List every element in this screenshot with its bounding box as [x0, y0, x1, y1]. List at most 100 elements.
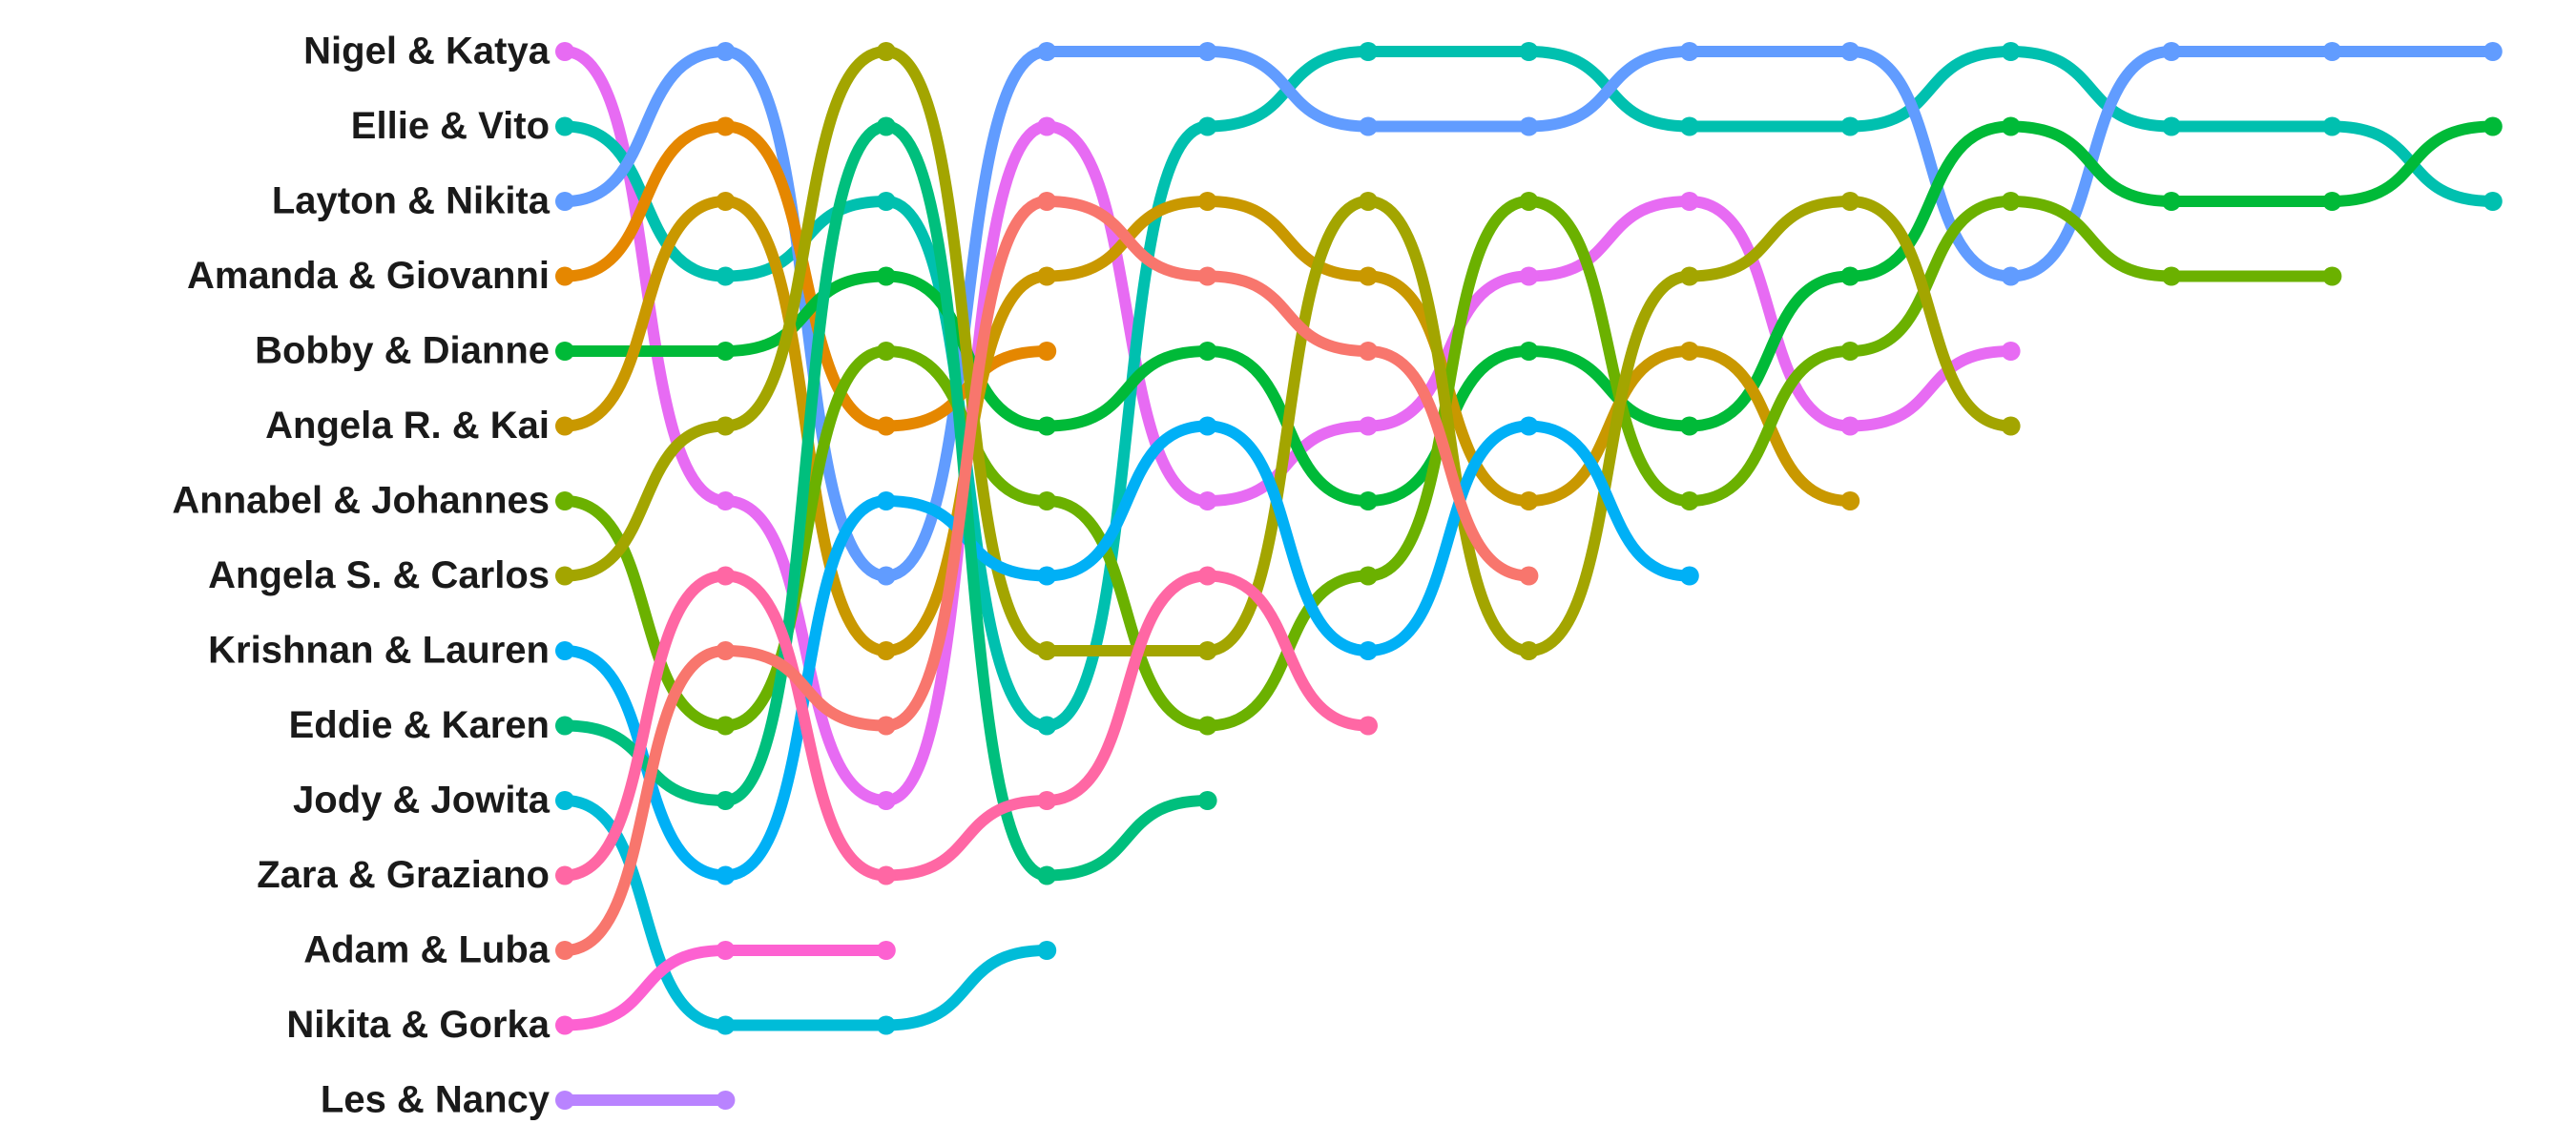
- series-label: Les & Nancy: [321, 1079, 551, 1121]
- rank-dot: [876, 865, 896, 885]
- rank-dot: [555, 566, 574, 586]
- rank-dot: [2162, 42, 2181, 61]
- rank-dot: [1679, 266, 1699, 286]
- rank-dot: [1037, 641, 1057, 660]
- rank-dot: [1679, 192, 1699, 211]
- rank-dot: [1519, 342, 1539, 361]
- rank-dot: [1037, 42, 1057, 61]
- rank-line: [559, 45, 2499, 582]
- rank-dot: [1197, 192, 1217, 211]
- rank-dot: [2001, 42, 2021, 61]
- rank-dot: [555, 266, 574, 286]
- rank-dot: [2001, 416, 2021, 436]
- rank-dot: [1037, 342, 1057, 361]
- rank-dot: [876, 1015, 896, 1035]
- rank-dot: [1840, 342, 1860, 361]
- rank-dot: [1840, 42, 1860, 61]
- rank-dot: [1037, 941, 1057, 960]
- rank-dot: [1197, 116, 1217, 136]
- rank-dot: [1037, 116, 1057, 136]
- rank-dot: [1359, 266, 1378, 286]
- series-label: Krishnan & Lauren: [208, 630, 550, 672]
- series-label: Zara & Graziano: [257, 854, 550, 896]
- rank-dot: [1197, 342, 1217, 361]
- rank-dot: [876, 342, 896, 361]
- rank-dot: [716, 941, 736, 960]
- rank-dot: [876, 192, 896, 211]
- rank-dot: [1037, 566, 1057, 586]
- rank-line: [559, 120, 2499, 508]
- rank-dot: [2001, 266, 2021, 286]
- rank-dot: [716, 1015, 736, 1035]
- rank-dot: [1359, 342, 1378, 361]
- rank-line: [559, 420, 1695, 882]
- rank-dot: [1037, 491, 1057, 510]
- rank-dot: [1679, 116, 1699, 136]
- rank-dot: [2483, 116, 2503, 136]
- rank-dot: [716, 491, 736, 510]
- rank-dot: [2001, 116, 2021, 136]
- rank-dot: [716, 1091, 736, 1110]
- series-label: Adam & Luba: [303, 929, 551, 971]
- rank-dot: [1197, 491, 1217, 510]
- rank-dot: [1519, 491, 1539, 510]
- rank-dot: [555, 641, 574, 660]
- rank-dot: [876, 641, 896, 660]
- rank-line: [559, 195, 2338, 732]
- rank-dot: [555, 716, 574, 736]
- rank-dot: [1359, 42, 1378, 61]
- rank-dot: [1519, 266, 1539, 286]
- rank-dot: [1679, 42, 1699, 61]
- rank-dot: [1840, 116, 1860, 136]
- rank-dot: [716, 42, 736, 61]
- series-label: Ellie & Vito: [351, 105, 550, 147]
- rank-line: [559, 945, 892, 1031]
- rank-dot: [1519, 641, 1539, 660]
- rank-dot: [1037, 791, 1057, 810]
- rank-dot: [1037, 266, 1057, 286]
- rank-line: [559, 46, 2017, 807]
- rank-dot: [1197, 416, 1217, 436]
- series-label: Jody & Jowita: [293, 780, 551, 822]
- rank-dot: [2322, 192, 2342, 211]
- rank-dot: [1840, 192, 1860, 211]
- rank-dot: [716, 192, 736, 211]
- rank-dot: [716, 266, 736, 286]
- rank-dot: [2001, 342, 2021, 361]
- rank-dot: [1197, 566, 1217, 586]
- series-label: Nikita & Gorka: [286, 1004, 550, 1046]
- rank-dot: [2162, 192, 2181, 211]
- rank-dot: [1037, 416, 1057, 436]
- rank-dot: [555, 941, 574, 960]
- rank-dot: [716, 791, 736, 810]
- rank-dot: [2322, 116, 2342, 136]
- rank-dot: [1519, 116, 1539, 136]
- rank-dot: [716, 865, 736, 885]
- rank-dot: [876, 566, 896, 586]
- rank-dot: [716, 716, 736, 736]
- rank-dot: [1359, 116, 1378, 136]
- rank-dot: [555, 116, 574, 136]
- rank-dot: [555, 416, 574, 436]
- rank-dot: [1037, 192, 1057, 211]
- rank-dot: [876, 266, 896, 286]
- rank-dot: [1197, 42, 1217, 61]
- rank-dot: [2483, 192, 2503, 211]
- rank-dot: [716, 116, 736, 136]
- dots: [555, 42, 2503, 1110]
- rank-dot: [555, 342, 574, 361]
- rank-dot: [1037, 865, 1057, 885]
- series-label: Angela R. & Kai: [265, 405, 550, 447]
- rank-dot: [555, 865, 574, 885]
- series-label: Angela S. & Carlos: [208, 554, 550, 596]
- rank-dot: [716, 566, 736, 586]
- rank-dot: [1037, 716, 1057, 736]
- rank-dot: [1197, 716, 1217, 736]
- rank-dot: [1679, 566, 1699, 586]
- rank-dot: [1840, 491, 1860, 510]
- rank-dot: [555, 192, 574, 211]
- rank-dot: [2322, 42, 2342, 61]
- series-label: Layton & Nikita: [272, 180, 551, 222]
- rank-dot: [555, 42, 574, 61]
